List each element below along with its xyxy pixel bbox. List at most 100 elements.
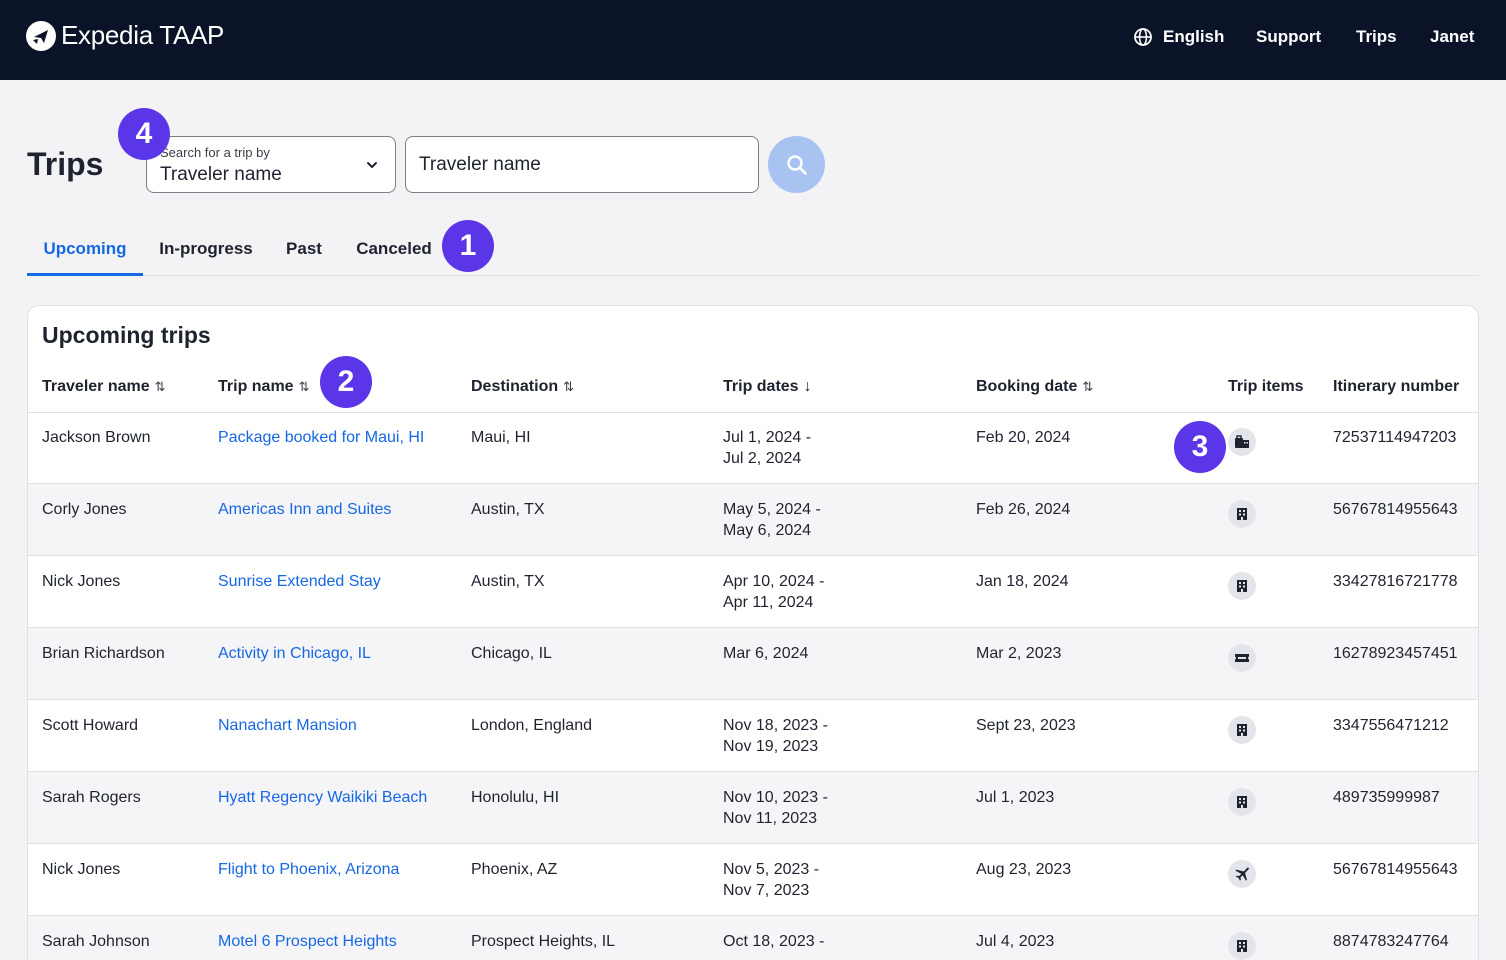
hotel-icon (1228, 932, 1256, 960)
trip-name-link[interactable]: Activity in Chicago, IL (218, 645, 371, 662)
column-header-trip-name[interactable]: Trip name ⇅ (218, 378, 309, 396)
table-row: Jackson Brown Package booked for Maui, HI… (28, 412, 1478, 484)
table-row: Corly Jones Americas Inn and Suites Austin… (28, 484, 1478, 556)
booking-date-cell: Jan 18, 2024 (976, 573, 1069, 590)
hotel-icon (1228, 716, 1256, 744)
trip-name-link[interactable]: Motel 6 Prospect Heights (218, 933, 397, 950)
trip-end-date: Apr 11, 2024 (723, 594, 814, 611)
itinerary-number-cell: 16278923457451 (1333, 645, 1458, 662)
trip-end-date: Nov 19, 2023 (723, 738, 819, 755)
tab-in-progress[interactable]: In-progress (159, 239, 253, 258)
tab-past[interactable]: Past (286, 239, 322, 258)
tab-canceled[interactable]: Canceled (356, 239, 432, 258)
traveler-name-cell: Corly Jones (42, 501, 127, 518)
destination-cell: Chicago, IL (471, 645, 552, 662)
table-row: Scott Howard Nanachart Mansion London, Eng… (28, 700, 1478, 772)
hotel-icon (1228, 572, 1256, 600)
nav-support-link[interactable]: Support (1256, 27, 1322, 46)
traveler-name-cell: Nick Jones (42, 573, 121, 590)
annotation-badge-4: 4 (118, 108, 170, 160)
trip-name-link[interactable]: Package booked for Maui, HI (218, 429, 425, 446)
trip-dates-cell: Oct 18, 2023 - (723, 931, 824, 952)
booking-date-cell: Mar 2, 2023 (976, 645, 1062, 662)
column-label: Trip dates (723, 378, 799, 395)
traveler-name-cell: Sarah Rogers (42, 789, 141, 806)
package-icon (1228, 428, 1256, 456)
booking-date-cell: Jul 4, 2023 (976, 933, 1055, 950)
trip-end-date: Jul 2, 2024 (723, 450, 802, 467)
traveler-name-cell: Scott Howard (42, 717, 139, 734)
trip-end-date: Nov 7, 2023 (723, 882, 810, 899)
search-by-label: Search for a trip by (160, 145, 270, 160)
itinerary-number-cell: 56767814955643 (1333, 861, 1458, 878)
trip-name-link[interactable]: Nanachart Mansion (218, 717, 357, 734)
column-label: Trip name (218, 378, 294, 395)
sort-descending-icon: ↓ (803, 378, 812, 395)
header-divider (28, 412, 1478, 413)
annotation-badge-2: 2 (320, 356, 372, 408)
sort-icon: ⇅ (563, 379, 575, 394)
annotation-badge-1: 1 (442, 220, 494, 272)
page-title: Trips (27, 146, 104, 182)
destination-cell: Honolulu, HI (471, 789, 560, 806)
nav-user-menu[interactable]: Janet (1430, 27, 1475, 46)
trip-name-link[interactable]: Americas Inn and Suites (218, 501, 392, 518)
annotation-badge-3: 3 (1174, 421, 1226, 473)
column-header-destination[interactable]: Destination ⇅ (471, 378, 574, 396)
card-title: Upcoming trips (42, 322, 211, 348)
column-label: Traveler name (42, 378, 150, 395)
trip-dates-cell: May 5, 2024 - May 6, 2024 (723, 499, 821, 541)
trip-name-link[interactable]: Hyatt Regency Waikiki Beach (218, 789, 428, 806)
itinerary-number-cell: 72537114947203 (1333, 429, 1457, 446)
language-label: English (1163, 27, 1225, 46)
column-header-trip-items: Trip items (1228, 378, 1304, 396)
ticket-icon (1228, 644, 1256, 672)
plane-logo-icon (26, 20, 56, 51)
booking-date-cell: Feb 20, 2024 (976, 429, 1071, 446)
column-label: Destination (471, 378, 559, 395)
sort-icon: ⇅ (154, 379, 166, 394)
trip-start-date: May 5, 2024 - (723, 501, 821, 518)
destination-cell: Prospect Heights, IL (471, 933, 616, 950)
column-label: Trip items (1228, 378, 1304, 395)
destination-cell: Austin, TX (471, 573, 545, 590)
column-header-booking-date[interactable]: Booking date ⇅ (976, 378, 1093, 396)
trip-start-date: Nov 10, 2023 - (723, 789, 828, 806)
trip-end-date: May 6, 2024 (723, 522, 812, 539)
column-header-trip-dates[interactable]: Trip dates ↓ (723, 378, 812, 396)
table-row: Nick Jones Flight to Phoenix, Arizona Phoe… (28, 844, 1478, 916)
expedia-taap-logo[interactable]: Expedia TAAP (26, 20, 224, 51)
destination-cell: Austin, TX (471, 501, 545, 518)
top-navigation-bar: Expedia TAAP English Support Trips Janet (0, 0, 1506, 80)
table-row: Brian Richardson Activity in Chicago, IL C… (28, 628, 1478, 700)
itinerary-number-cell: 489735999987 (1333, 789, 1440, 806)
search-icon (786, 154, 807, 175)
trip-start-date: Nov 5, 2023 - (723, 861, 820, 878)
trip-dates-cell: Mar 6, 2024 (723, 643, 808, 664)
destination-cell: Maui, HI (471, 429, 531, 446)
table-row: Sarah Johnson Motel 6 Prospect Heights Pro… (28, 916, 1478, 960)
nav-trips-link[interactable]: Trips (1356, 27, 1397, 46)
sort-icon: ⇅ (1082, 379, 1094, 394)
trip-start-date: Apr 10, 2024 - (723, 573, 825, 590)
trip-name-link[interactable]: Sunrise Extended Stay (218, 573, 381, 590)
trip-dates-cell: Nov 18, 2023 - Nov 19, 2023 (723, 715, 828, 757)
column-header-traveler-name[interactable]: Traveler name ⇅ (42, 378, 166, 396)
chevron-down-icon (367, 162, 377, 168)
plane-icon (1228, 860, 1256, 888)
traveler-name-input[interactable] (405, 136, 759, 193)
traveler-name-cell: Nick Jones (42, 861, 121, 878)
trip-dates-cell: Jul 1, 2024 - Jul 2, 2024 (723, 427, 811, 469)
itinerary-number-cell: 56767814955643 (1333, 501, 1458, 518)
trip-dates-cell: Nov 5, 2023 - Nov 7, 2023 (723, 859, 819, 901)
trip-name-link[interactable]: Flight to Phoenix, Arizona (218, 861, 400, 878)
traveler-name-cell: Sarah Johnson (42, 933, 150, 950)
language-selector[interactable]: English (1133, 27, 1224, 47)
search-by-select[interactable]: Search for a trip by Traveler name (146, 136, 396, 193)
search-button[interactable] (768, 136, 825, 193)
tab-upcoming[interactable]: Upcoming (27, 219, 143, 276)
trip-start-date: Oct 18, 2023 - (723, 933, 825, 950)
column-label: Booking date (976, 378, 1078, 395)
upcoming-trips-card: Upcoming trips Traveler name ⇅ Trip name ⇅… (27, 305, 1479, 960)
destination-cell: London, England (471, 717, 592, 734)
